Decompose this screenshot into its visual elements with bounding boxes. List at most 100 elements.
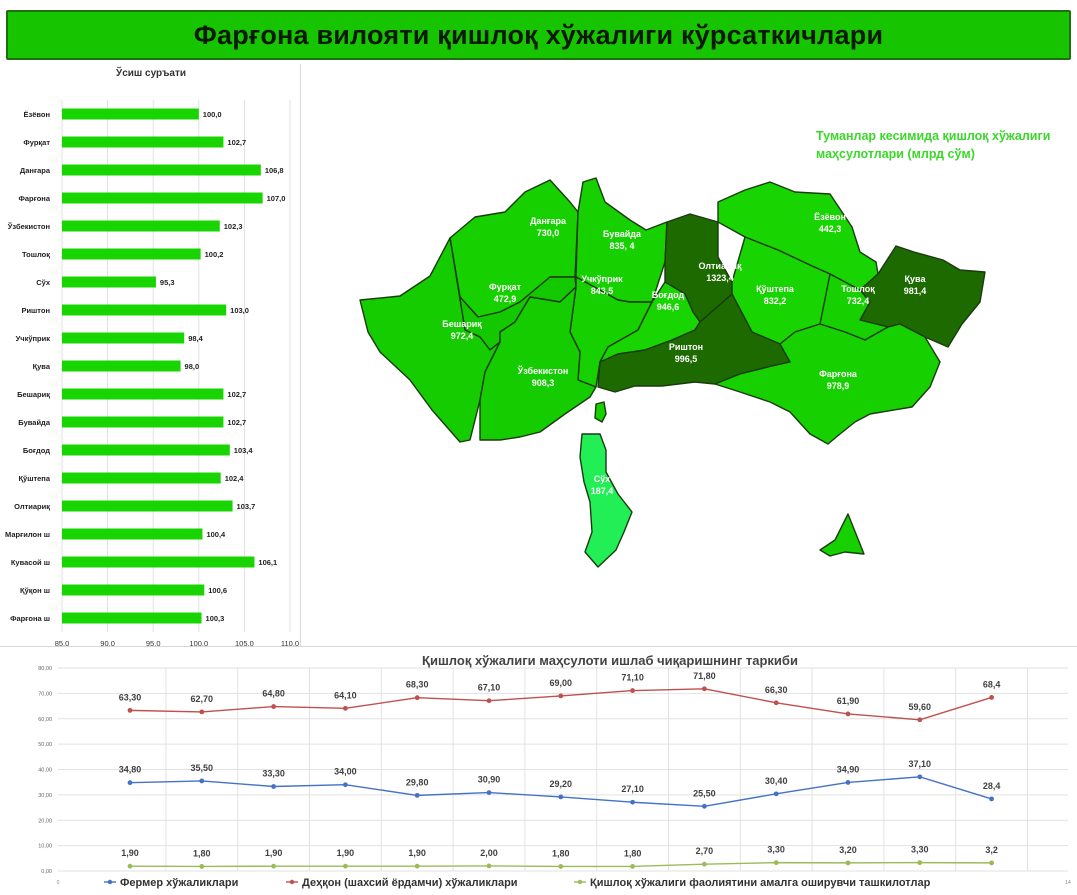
line-y-tick: 20,00 [38, 818, 52, 824]
line-x-tick: 14 [1065, 880, 1071, 886]
bar-category-label: Фарғона ш [10, 614, 50, 623]
series-point-label: 30,90 [478, 775, 501, 785]
series-point [702, 686, 707, 692]
bar-category-label: Учкўприк [16, 334, 51, 343]
bar-value-label: 103,0 [230, 306, 249, 315]
bar-value-label: 95,3 [160, 278, 175, 287]
region-name-label: Учкўприк [581, 274, 623, 284]
region-name-label: Тошлоқ [841, 284, 875, 294]
series-point-label: 25,50 [693, 788, 716, 798]
line-y-tick: 60,00 [38, 717, 52, 723]
bar [62, 556, 255, 568]
bar-category-label: Бешариқ [17, 390, 50, 399]
divider-horizontal [0, 646, 1077, 647]
region-value-label: 835, 4 [609, 241, 634, 251]
series-point-label: 1,90 [121, 848, 139, 858]
bar-value-label: 102,3 [224, 222, 243, 231]
bar [62, 472, 221, 484]
region-value-label: 732,4 [847, 296, 870, 306]
series-point-label: 1,80 [624, 848, 642, 858]
line-y-tick: 0,00 [41, 869, 52, 875]
series-point [630, 799, 635, 805]
region-name-label: Ёзёвон [814, 212, 846, 222]
series-point [271, 863, 276, 869]
legend-marker [577, 879, 583, 885]
series-point [414, 695, 420, 701]
series-point-label: 27,10 [621, 784, 644, 794]
series-point [845, 780, 851, 785]
series-point [989, 796, 994, 802]
series-point [414, 792, 420, 798]
region-value-label: 472,9 [494, 294, 517, 304]
bar-value-label: 102,7 [227, 418, 246, 427]
series-point-label: 66,30 [765, 685, 788, 695]
series-point-label: 30,40 [765, 776, 788, 786]
bar [62, 108, 199, 120]
region-value-label: 946,6 [657, 302, 680, 312]
region-name-label: Қўштепа [756, 284, 795, 294]
bar [62, 136, 224, 148]
exclave-2 [819, 513, 865, 557]
bar-value-label: 103,7 [237, 502, 256, 511]
divider-vertical [300, 64, 301, 646]
region-name-label: Ўзбекистон [517, 365, 569, 376]
bar-x-tick: 85,0 [55, 639, 70, 646]
series-point-label: 33,30 [262, 769, 285, 779]
region-name-label: Қува [905, 274, 927, 284]
series-point [702, 861, 707, 867]
title-banner: Фарғона вилояти қишлоқ хўжалиги кўрсатки… [6, 10, 1071, 60]
series-point-label: 34,90 [837, 764, 860, 774]
series-point [773, 860, 779, 866]
bar-value-label: 100,2 [205, 250, 224, 259]
region-value-label: 1323,4 [706, 273, 734, 283]
bar-x-tick: 110,0 [281, 639, 299, 646]
bar-value-label: 103,4 [234, 446, 254, 455]
legend-label: Деҳқон (шахсий ёрдамчи) хўжаликлари [302, 877, 518, 889]
map-legend-title-2: маҳсулотлари (млрд сўм) [816, 147, 975, 161]
bar [62, 192, 263, 204]
bar-x-tick: 100,0 [189, 639, 208, 646]
bar-value-label: 102,4 [225, 474, 245, 483]
series-point-label: 1,90 [408, 848, 426, 858]
bar [62, 388, 224, 400]
growth-rate-bar-chart: Ёзёвон Фурқат Данғара Фарғона Ўзбекистон Тошл… [5, 66, 299, 646]
region-value-label: 996,5 [675, 354, 698, 364]
line-x-tick: 0 [57, 880, 60, 886]
page-title: Фарғона вилояти қишлоқ хўжалиги кўрсатки… [193, 19, 884, 50]
exclave-1 [594, 401, 607, 423]
series-point-label: 28,4 [983, 781, 1001, 791]
series-point [343, 705, 348, 711]
series-point [486, 790, 492, 795]
series-point-label: 63,30 [119, 692, 142, 702]
series-point [989, 860, 994, 866]
region-value-label: 730,0 [537, 228, 560, 238]
bar [62, 304, 227, 316]
bar-value-label: 107,0 [267, 194, 286, 203]
bar-value-label: 100,0 [203, 110, 222, 119]
series-point [773, 791, 779, 797]
series-point [558, 693, 564, 699]
legend-label: Қишлоқ хўжалиги фаолиятини амалга оширув… [590, 877, 931, 889]
series-point-label: 59,60 [909, 702, 932, 712]
region-name-label: Риштон [669, 342, 703, 352]
header: Фарғона вилояти қишлоқ хўжалиги кўрсатки… [0, 0, 1077, 62]
series-point-label: 35,50 [191, 763, 214, 773]
bar-category-label: Қўқон ш [20, 586, 50, 595]
legend-label: Фермер хўжаликлари [120, 877, 238, 889]
series-point-label: 68,30 [406, 680, 429, 690]
series-point [558, 864, 564, 869]
bar [62, 276, 156, 288]
series-point-label: 71,10 [621, 673, 644, 683]
region-value-label: 843,5 [591, 286, 614, 296]
series-point-label: 37,10 [909, 759, 932, 769]
bar [62, 444, 230, 456]
bar [62, 360, 181, 372]
bar-category-label: Кувасой ш [11, 558, 50, 567]
series-point-label: 68,4 [983, 679, 1001, 689]
series-point-label: 67,10 [478, 683, 501, 693]
series-point-label: 1,90 [337, 848, 355, 858]
bar [62, 612, 202, 624]
bar-value-label: 98,4 [188, 334, 203, 343]
series-point [271, 704, 276, 709]
bar-category-label: Тошлоқ [22, 250, 50, 259]
